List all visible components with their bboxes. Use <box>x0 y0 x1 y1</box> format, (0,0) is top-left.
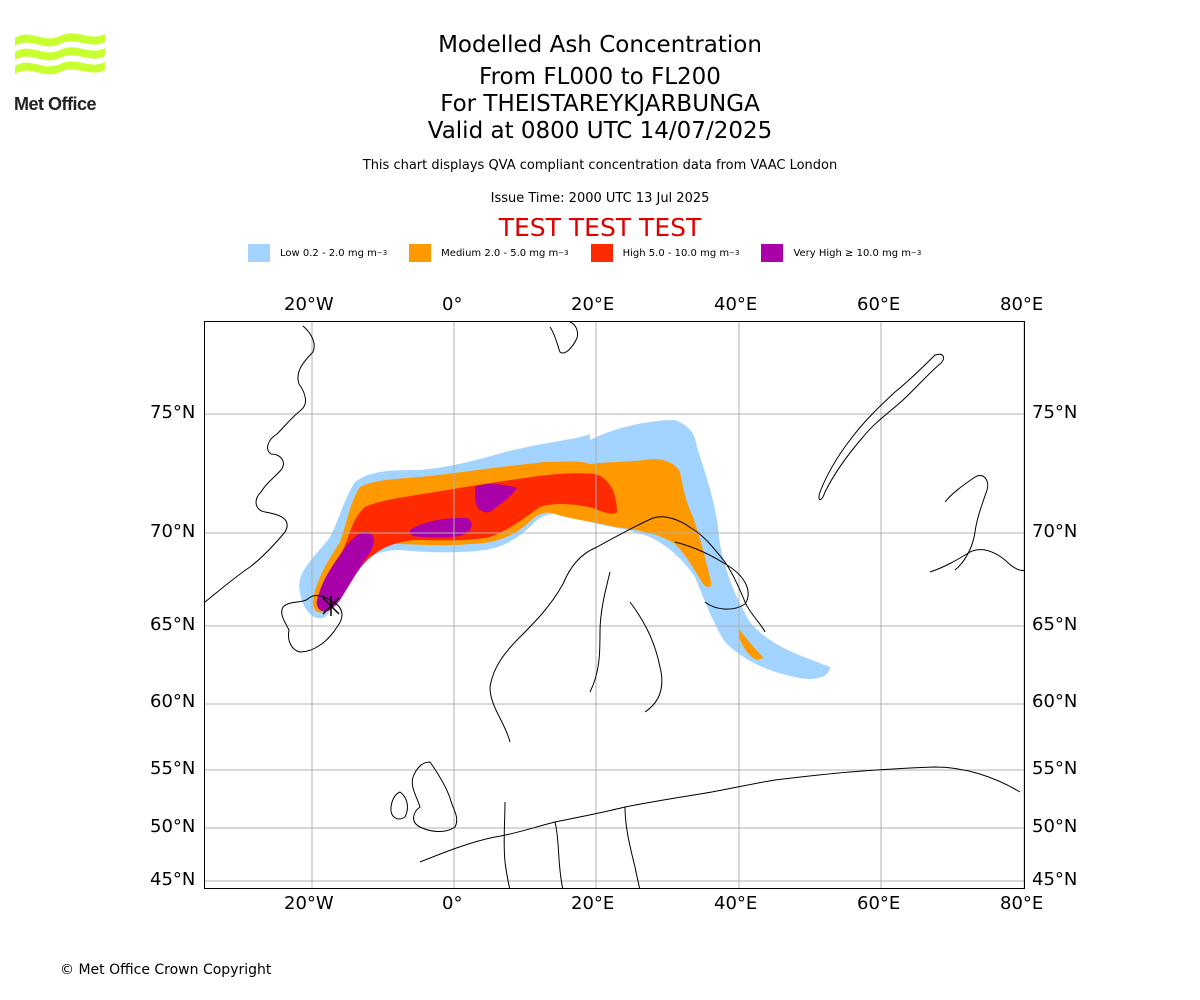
lat-tick-left-65n: 65°N <box>150 614 196 635</box>
lon-tick-top-40e: 40°E <box>714 294 758 315</box>
legend-label-low: Low 0.2 - 2.0 mg m <box>280 247 377 259</box>
lat-tick-right-65n: 65°N <box>1032 614 1078 635</box>
test-banner: TEST TEST TEST <box>498 213 702 242</box>
volcano-marker-icon <box>322 596 340 616</box>
legend-exp-medium: −3 <box>558 249 569 257</box>
lat-tick-right-55n: 55°N <box>1032 758 1078 779</box>
legend-item-medium: Medium 2.0 - 5.0 mg m −3 <box>409 244 569 262</box>
legend-label-very-high: Very High ≥ 10.0 mg m <box>793 247 912 259</box>
lon-tick-top-80e: 80°E <box>1000 294 1044 315</box>
chart-title: Modelled Ash Concentration <box>438 32 762 58</box>
legend-exp-high: −3 <box>729 249 740 257</box>
lat-tick-right-60n: 60°N <box>1032 691 1078 712</box>
lon-tick-bottom-40e: 40°E <box>714 893 758 914</box>
map-panel <box>204 321 1025 889</box>
lon-tick-top-20e: 20°E <box>571 294 615 315</box>
lon-tick-bottom-20w: 20°W <box>284 893 334 914</box>
met-office-logo: Met Office <box>14 30 106 115</box>
legend-exp-low: −3 <box>376 249 388 257</box>
lon-tick-bottom-0: 0° <box>442 893 463 914</box>
copyright: © Met Office Crown Copyright <box>60 962 272 978</box>
lon-tick-bottom-80e: 80°E <box>1000 893 1044 914</box>
lat-tick-right-75n: 75°N <box>1032 402 1078 423</box>
lon-tick-bottom-60e: 60°E <box>857 893 901 914</box>
description: This chart displays QVA compliant concen… <box>362 158 838 173</box>
legend-swatch-low <box>248 244 270 262</box>
legend-item-high: High 5.0 - 10.0 mg m −3 <box>590 244 740 262</box>
level-range: From FL000 to FL200 <box>479 64 721 90</box>
legend: Low 0.2 - 2.0 mg m −3 Medium 2.0 - 5.0 mg… <box>248 244 943 262</box>
lat-tick-right-70n: 70°N <box>1032 521 1078 542</box>
lat-tick-left-45n: 45°N <box>150 869 196 890</box>
graticule <box>205 322 1024 888</box>
lon-tick-top-60e: 60°E <box>857 294 901 315</box>
volcano-name: For THEISTAREYKJARBUNGA <box>440 91 760 117</box>
coastlines <box>205 322 1024 888</box>
legend-label-medium: Medium 2.0 - 5.0 mg m <box>441 247 559 259</box>
legend-label-high: High 5.0 - 10.0 mg m <box>622 247 730 259</box>
map-canvas <box>205 322 1024 888</box>
lat-tick-right-50n: 50°N <box>1032 816 1078 837</box>
ash-cloud-high <box>317 473 617 612</box>
legend-swatch-high <box>590 244 613 262</box>
lon-tick-top-20w: 20°W <box>284 294 334 315</box>
lat-tick-left-75n: 75°N <box>150 402 196 423</box>
logo-text: Met Office <box>14 94 97 114</box>
legend-exp-very-high: −3 <box>911 249 922 257</box>
lat-tick-left-70n: 70°N <box>150 521 196 542</box>
lat-tick-right-45n: 45°N <box>1032 869 1078 890</box>
legend-swatch-medium <box>409 244 432 262</box>
valid-time: Valid at 0800 UTC 14/07/2025 <box>427 118 773 144</box>
lon-tick-bottom-20e: 20°E <box>571 893 615 914</box>
lon-tick-top-0: 0° <box>442 294 463 315</box>
issue-time: Issue Time: 2000 UTC 13 Jul 2025 <box>490 191 710 206</box>
met-office-wave-icon <box>15 33 105 75</box>
legend-swatch-very-high <box>761 244 784 262</box>
legend-item-very-high: Very High ≥ 10.0 mg m −3 <box>761 244 921 262</box>
lat-tick-left-50n: 50°N <box>150 816 196 837</box>
legend-item-low: Low 0.2 - 2.0 mg m −3 <box>248 244 387 262</box>
lat-tick-left-55n: 55°N <box>150 758 196 779</box>
lat-tick-left-60n: 60°N <box>150 691 196 712</box>
